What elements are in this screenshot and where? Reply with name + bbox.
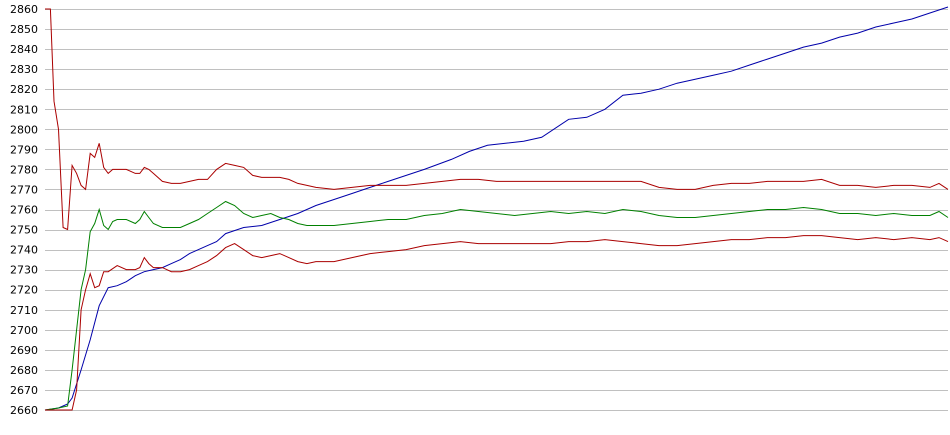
y-tick-label: 2800 [10, 123, 38, 136]
y-tick-label: 2710 [10, 304, 38, 317]
y-tick-label: 2780 [10, 163, 38, 176]
y-tick-label: 2740 [10, 244, 38, 257]
y-tick-label: 2750 [10, 224, 38, 237]
green-series-line [44, 200, 949, 411]
y-tick-label: 2830 [10, 63, 38, 76]
y-tick-label: 2860 [10, 3, 38, 16]
grid [45, 9, 948, 411]
y-tick-label: 2820 [10, 83, 38, 96]
y-tick-label: 2720 [10, 284, 38, 297]
y-tick-label: 2660 [10, 404, 38, 417]
y-axis-tick-labels: 2660 2670 2680 2690 2700 2710 2720 2730 2740 2750… [10, 3, 38, 417]
y-tick-label: 2810 [10, 103, 38, 116]
y-tick-label: 2770 [10, 183, 38, 196]
y-tick-label: 2690 [10, 344, 38, 357]
y-tick-label: 2730 [10, 264, 38, 277]
y-tick-label: 2700 [10, 324, 38, 337]
series-group [44, 6, 949, 411]
red-upper-series-line [45, 8, 949, 231]
y-tick-label: 2790 [10, 143, 38, 156]
blue-series-line [44, 6, 949, 411]
y-tick-label: 2840 [10, 43, 38, 56]
red-lower-series-line [45, 235, 949, 411]
y-tick-label: 2680 [10, 364, 38, 377]
y-tick-label: 2760 [10, 204, 38, 217]
y-tick-label: 2670 [10, 384, 38, 397]
y-tick-label: 2850 [10, 23, 38, 36]
